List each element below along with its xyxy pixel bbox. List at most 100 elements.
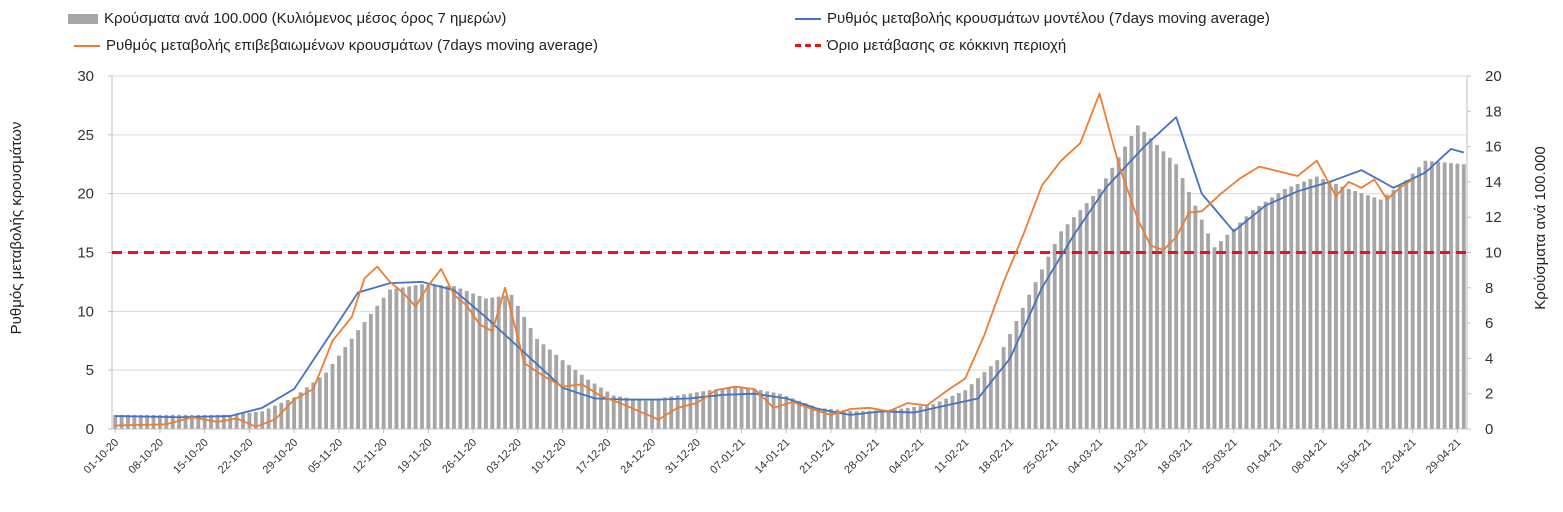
bar bbox=[682, 394, 686, 429]
bar bbox=[439, 285, 444, 429]
bar bbox=[777, 393, 782, 429]
bar bbox=[1135, 125, 1140, 430]
bar bbox=[720, 388, 725, 429]
bar bbox=[368, 313, 373, 429]
bar bbox=[637, 399, 642, 429]
bar bbox=[854, 411, 859, 429]
bar bbox=[158, 414, 162, 429]
y2-tick-label: 6 bbox=[1485, 315, 1493, 332]
bar bbox=[1449, 163, 1453, 429]
bar bbox=[752, 388, 757, 429]
bar bbox=[1212, 247, 1217, 429]
x-tick-label: 01-04-21 bbox=[1245, 437, 1285, 477]
bar bbox=[145, 414, 150, 429]
bar bbox=[1020, 307, 1025, 429]
bar bbox=[809, 405, 814, 429]
bar bbox=[189, 414, 194, 429]
y2-tick-label: 12 bbox=[1485, 209, 1502, 226]
x-tick-label: 26-11-20 bbox=[440, 437, 479, 476]
bar bbox=[656, 398, 661, 429]
bar bbox=[1091, 196, 1096, 429]
bar bbox=[560, 360, 565, 429]
bar bbox=[624, 397, 629, 429]
bar bbox=[662, 397, 667, 429]
x-tick-label: 15-04-21 bbox=[1334, 437, 1374, 477]
bar bbox=[688, 393, 693, 429]
bar bbox=[976, 378, 980, 429]
bar bbox=[950, 395, 955, 429]
x-tick-label: 15-10-20 bbox=[171, 437, 211, 477]
bar bbox=[292, 397, 297, 429]
bar bbox=[599, 387, 603, 429]
bar bbox=[1123, 146, 1127, 429]
bar bbox=[995, 360, 1000, 429]
bar bbox=[1308, 179, 1313, 429]
bar-series-cases bbox=[113, 125, 1466, 430]
bar bbox=[1052, 244, 1057, 429]
bar bbox=[1148, 138, 1153, 429]
legend-item-cases: Κρούσματα ανά 100.000 (Κυλιόμενος μέσος … bbox=[68, 10, 506, 27]
bar bbox=[196, 414, 201, 429]
bar bbox=[1366, 195, 1370, 429]
bar bbox=[1257, 205, 1262, 429]
bar bbox=[362, 322, 367, 429]
bar bbox=[1174, 164, 1179, 429]
bar bbox=[758, 390, 763, 429]
bar bbox=[1231, 228, 1236, 429]
bar bbox=[1187, 191, 1191, 429]
bar bbox=[1078, 210, 1083, 429]
bar bbox=[1142, 131, 1147, 429]
bar bbox=[1263, 201, 1268, 429]
bar bbox=[1097, 188, 1102, 429]
bar bbox=[567, 365, 571, 429]
bar bbox=[1001, 347, 1006, 429]
confirmed-rate-line bbox=[115, 92, 1414, 428]
bar bbox=[1065, 224, 1070, 429]
x-tick-label: 22-04-21 bbox=[1379, 437, 1419, 477]
x-tick-label: 11-02-21 bbox=[932, 437, 971, 476]
bar bbox=[573, 369, 578, 429]
bar bbox=[707, 390, 712, 429]
bar bbox=[522, 316, 527, 429]
bar bbox=[234, 414, 239, 429]
bar bbox=[1103, 178, 1108, 429]
x-tick-label: 08-04-21 bbox=[1290, 437, 1330, 477]
bar bbox=[880, 410, 885, 429]
bar bbox=[420, 284, 424, 429]
x-tick-label: 29-04-21 bbox=[1424, 437, 1464, 477]
bar bbox=[1225, 234, 1230, 429]
y-tick-label: 5 bbox=[86, 362, 94, 379]
bar bbox=[336, 355, 341, 429]
x-tick-label: 04-02-21 bbox=[887, 437, 927, 477]
y-tick-label: 0 bbox=[86, 421, 94, 438]
bar bbox=[1110, 167, 1115, 429]
bar bbox=[1334, 184, 1338, 429]
x-tick-label: 25-03-21 bbox=[1200, 437, 1240, 477]
x-tick-label: 21-01-21 bbox=[798, 437, 838, 477]
x-tick-label: 18-03-21 bbox=[1155, 437, 1195, 477]
bar bbox=[1276, 193, 1281, 429]
bar bbox=[490, 297, 495, 429]
bar bbox=[784, 396, 789, 429]
bar bbox=[330, 364, 335, 429]
bar bbox=[541, 344, 546, 429]
bar bbox=[554, 354, 559, 429]
bar bbox=[1391, 189, 1396, 429]
x-tick-label: 10-12-20 bbox=[529, 437, 569, 477]
bar bbox=[714, 389, 718, 429]
bar bbox=[618, 396, 623, 429]
bar bbox=[1027, 294, 1032, 429]
legend-swatch-red-dashed bbox=[795, 44, 821, 47]
bar bbox=[464, 290, 469, 429]
bar bbox=[739, 386, 744, 429]
bar bbox=[515, 305, 520, 429]
bar bbox=[605, 391, 610, 429]
legend-label-model-rate: Ρυθμός μεταβολής κρουσμάτων μοντέλου (7d… bbox=[827, 10, 1270, 27]
y-tick-label: 10 bbox=[77, 303, 94, 320]
bar bbox=[1417, 167, 1421, 430]
bar bbox=[816, 407, 821, 429]
bar bbox=[164, 414, 169, 429]
bar bbox=[202, 414, 207, 429]
bar bbox=[956, 392, 961, 429]
